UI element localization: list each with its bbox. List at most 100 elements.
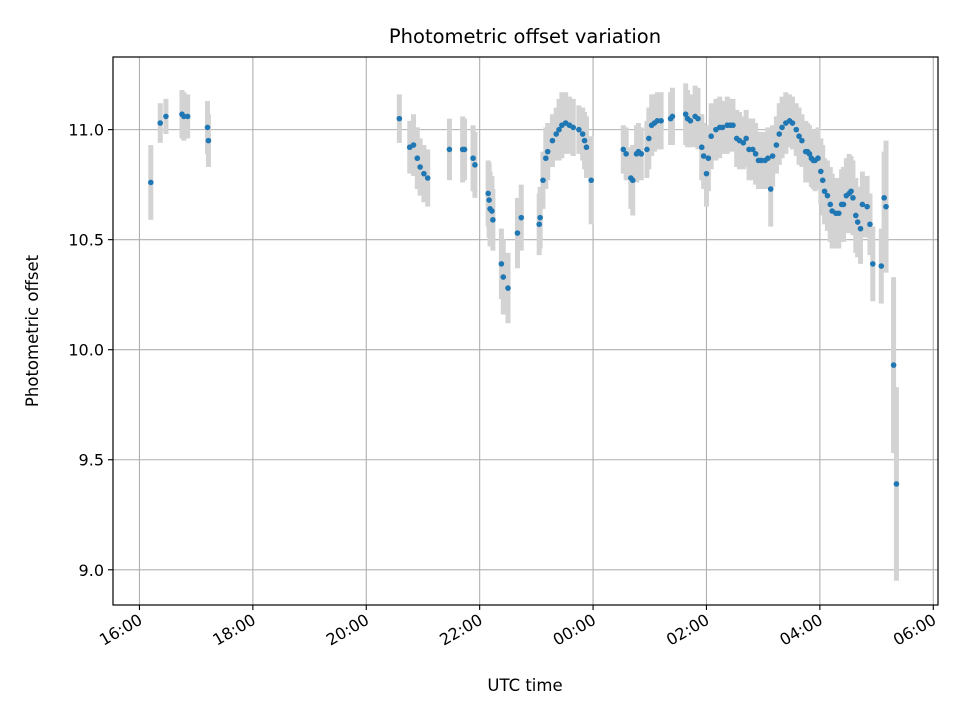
- data-point: [740, 140, 747, 146]
- y-tick-label: 10.0: [68, 341, 104, 360]
- data-point: [859, 201, 866, 208]
- data-point: [799, 137, 805, 144]
- data-point: [461, 146, 468, 153]
- y-tick-label: 9.5: [79, 451, 104, 470]
- data-point: [620, 146, 627, 153]
- data-point: [646, 135, 652, 142]
- data-point: [881, 195, 887, 201]
- data-point: [878, 263, 885, 269]
- data-point: [500, 274, 507, 280]
- data-point: [730, 122, 736, 129]
- data-point: [864, 203, 870, 210]
- grid: [113, 57, 938, 605]
- data-point: [743, 135, 749, 142]
- data-point: [537, 214, 543, 221]
- data-point: [840, 201, 847, 208]
- data-point: [815, 155, 821, 162]
- y-tick-label: 9.0: [79, 561, 104, 580]
- data-point: [543, 155, 549, 162]
- data-point: [806, 151, 813, 157]
- data-point: [583, 144, 590, 151]
- data-point: [776, 131, 783, 137]
- data-point: [553, 131, 560, 137]
- data-point: [629, 177, 636, 184]
- data-points: [148, 111, 900, 487]
- data-point: [579, 131, 586, 137]
- data-point: [893, 481, 900, 487]
- data-point: [682, 111, 689, 118]
- data-point: [518, 214, 525, 221]
- data-point: [638, 151, 645, 157]
- data-point: [793, 126, 800, 133]
- data-point: [576, 126, 582, 133]
- data-point: [867, 221, 873, 228]
- data-point: [857, 225, 864, 232]
- data-point: [485, 190, 491, 197]
- data-point: [472, 162, 478, 168]
- data-point: [184, 113, 191, 120]
- data-point: [514, 230, 521, 236]
- data-point: [824, 192, 831, 199]
- data-point: [505, 285, 511, 291]
- data-point: [695, 115, 701, 122]
- data-point: [749, 146, 756, 153]
- data-point: [850, 195, 856, 201]
- data-point: [819, 177, 826, 184]
- data-point: [796, 133, 802, 140]
- data-point: [417, 164, 423, 170]
- data-point: [752, 151, 759, 157]
- data-point: [779, 124, 785, 131]
- data-point: [549, 137, 556, 144]
- x-axis-label: UTC time: [487, 676, 562, 695]
- data-point: [687, 118, 694, 124]
- data-point: [163, 113, 169, 120]
- data-point: [773, 142, 780, 148]
- data-point: [157, 120, 164, 126]
- data-point: [644, 146, 650, 153]
- data-point: [700, 153, 707, 159]
- data-point: [669, 113, 676, 120]
- data-point: [205, 137, 212, 144]
- data-point: [540, 177, 546, 184]
- data-point: [705, 155, 712, 162]
- data-point: [498, 261, 505, 267]
- y-axis-label: Photometric offset: [23, 254, 42, 407]
- data-point: [869, 261, 876, 267]
- data-point: [544, 148, 551, 155]
- y-tick-label: 10.5: [68, 231, 104, 250]
- data-point: [703, 170, 710, 177]
- data-point: [789, 120, 796, 126]
- data-point: [719, 124, 726, 131]
- data-point: [769, 153, 776, 159]
- data-point: [854, 219, 861, 225]
- data-point: [883, 203, 889, 210]
- data-point: [424, 175, 431, 181]
- data-point: [556, 126, 562, 133]
- data-point: [848, 188, 854, 195]
- data-point: [890, 362, 897, 368]
- data-point: [658, 118, 664, 124]
- data-point: [827, 201, 834, 208]
- data-point: [486, 197, 492, 203]
- data-point: [821, 188, 828, 195]
- data-point: [570, 124, 577, 131]
- data-point: [818, 168, 824, 175]
- data-point: [410, 142, 417, 148]
- y-tick-label: 11.0: [68, 121, 104, 140]
- data-point: [204, 124, 211, 131]
- plot-frame: [112, 56, 939, 606]
- data-point: [470, 155, 476, 162]
- data-point: [581, 137, 588, 144]
- data-point: [852, 212, 859, 219]
- data-point: [698, 144, 705, 151]
- chart-title: Photometric offset variation: [389, 25, 661, 48]
- data-point: [396, 115, 403, 122]
- data-point: [765, 155, 771, 162]
- data-point: [708, 133, 714, 140]
- data-point: [767, 186, 774, 192]
- data-point: [414, 155, 421, 162]
- y-axis-ticks: 9.0 9.5 10.0 10.5 11.0: [68, 121, 113, 580]
- data-point: [835, 210, 842, 217]
- data-point: [536, 221, 543, 228]
